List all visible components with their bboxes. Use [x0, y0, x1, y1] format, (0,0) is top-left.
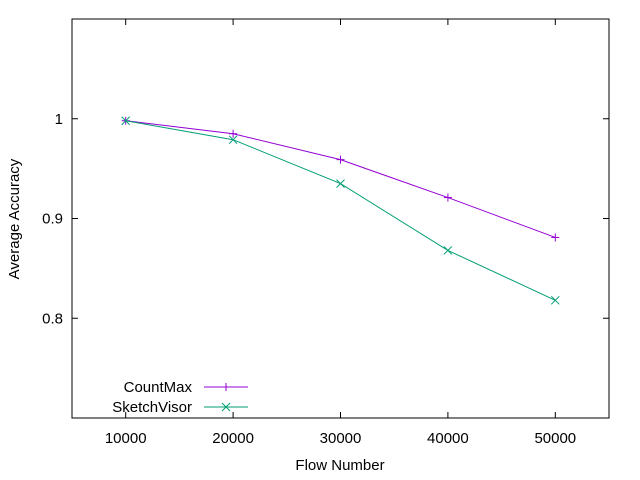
- x-tick-label: 20000: [212, 430, 254, 447]
- data-point-countmax: [229, 129, 238, 138]
- data-point-countmax: [551, 233, 560, 242]
- x-tick-label: 30000: [320, 430, 362, 447]
- x-tick-label: 10000: [105, 430, 147, 447]
- data-point-sketchvisor-d2: [550, 295, 560, 305]
- series-layer: [121, 116, 560, 305]
- data-point-sketchvisor-d2: [228, 135, 238, 145]
- series-line-countmax: [125, 120, 556, 238]
- plot-frame: [71, 18, 610, 419]
- data-point-sketchvisor: [228, 135, 238, 145]
- data-point-sketchvisor: [550, 295, 560, 305]
- data-point-sketchvisor-d2: [121, 116, 131, 126]
- y-tick-label: 0.8: [42, 310, 63, 327]
- x-tick-label: 40000: [427, 430, 469, 447]
- legend-marker-sketchvisor-d2: [221, 402, 231, 412]
- series-line-sketchvisor: [125, 120, 556, 301]
- y-tick-label: 1: [55, 111, 63, 128]
- data-point-countmax: [336, 155, 345, 164]
- legend-label-countmax: CountMax: [124, 379, 193, 396]
- legend: CountMax SketchVisor: [112, 379, 248, 416]
- legend-marker-countmax: [222, 383, 230, 391]
- x-axis-label: Flow Number: [295, 457, 384, 474]
- legend-label-sketchvisor: SketchVisor: [112, 399, 192, 416]
- data-point-sketchvisor: [443, 246, 453, 255]
- y-axis-label: Average Accuracy: [6, 158, 23, 279]
- axis-ticks: 10000 20000 30000 40000 50000 0.8 0.9 1: [42, 19, 609, 447]
- data-point-sketchvisor: [121, 116, 131, 126]
- data-point-sketchvisor-d2: [443, 246, 453, 255]
- data-point-sketchvisor-d2: [336, 179, 345, 188]
- legend-marker-sketchvisor: [221, 402, 231, 412]
- y-tick-label: 0.9: [42, 211, 63, 228]
- data-point-countmax: [443, 193, 452, 202]
- data-point-sketchvisor: [336, 179, 345, 188]
- x-tick-label: 50000: [534, 430, 576, 447]
